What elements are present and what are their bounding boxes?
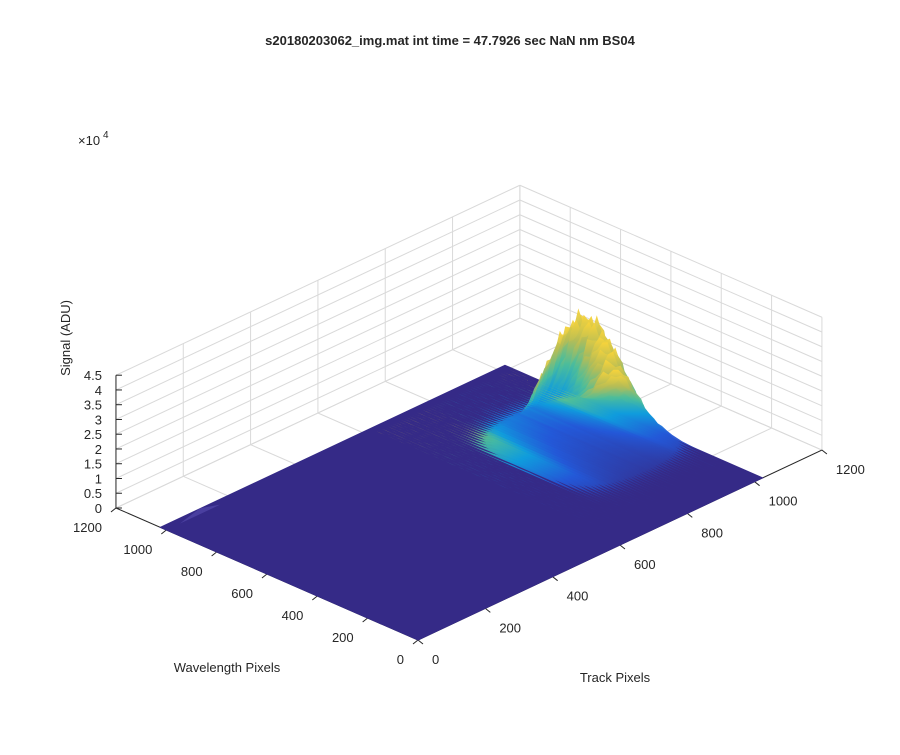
right-wall-grid-h — [519, 184, 823, 318]
right-wall-grid-h — [519, 288, 823, 421]
x-axis-label: Track Pixels — [580, 670, 651, 685]
y-tick-mark — [110, 507, 117, 513]
y-tick-label: 1000 — [123, 542, 152, 557]
surface-peak-slice — [403, 418, 635, 520]
back-wall-grid-h — [115, 317, 521, 509]
back-wall-grid-h — [115, 258, 521, 450]
right-wall-grid-h — [519, 243, 823, 377]
y-axis-label: Wavelength Pixels — [174, 660, 281, 675]
surface-peak-slice — [408, 416, 641, 518]
z-tick-label: 0.5 — [84, 486, 102, 501]
z-exponent-base: ×10 — [78, 133, 100, 148]
surface-peak-slice — [395, 422, 627, 524]
right-wall-grid-h — [519, 214, 823, 348]
right-wall-grid-h — [519, 229, 823, 362]
surface-peak-slice — [381, 428, 614, 530]
back-wall-grid-h — [115, 214, 521, 406]
z-tick-label: 2.5 — [84, 427, 102, 442]
x-tick-mark — [485, 607, 491, 613]
back-wall-grid-h — [115, 184, 521, 376]
x-tick-mark — [754, 481, 760, 487]
x-tick-label: 1200 — [836, 462, 865, 477]
back-wall-grid-h — [115, 288, 521, 479]
surface-peak-slice — [379, 430, 611, 532]
x-tick-label: 400 — [567, 589, 589, 604]
y-tick-mark — [312, 595, 318, 601]
back-wall-grid-h — [115, 243, 521, 435]
surface — [159, 308, 764, 641]
chart-title: s20180203062_img.mat int time = 47.7926 … — [265, 33, 635, 48]
surface-peak-slice — [387, 426, 619, 528]
surface-peak-slice — [416, 412, 649, 514]
back-wall-grid-h — [115, 229, 521, 420]
surface-peak-slice — [392, 423, 625, 525]
surface-peak-slice — [419, 411, 651, 513]
y-tick-mark — [160, 529, 167, 535]
z-tick-label: 1 — [95, 471, 102, 486]
surface-peak-slice — [502, 371, 735, 473]
surface-peak-slice — [376, 431, 608, 533]
z-tick-label: 3 — [95, 412, 102, 427]
z-exponent: ×10 4 — [78, 130, 109, 148]
surface-peak-slice — [422, 409, 654, 511]
z-tick-label: 4.5 — [84, 368, 102, 383]
surface-secondary-bump — [179, 504, 221, 524]
x-tick-mark — [686, 512, 693, 518]
surface-peak-slice — [511, 367, 743, 470]
surface-peak-slice — [508, 369, 740, 471]
y-tick-label: 200 — [332, 630, 354, 645]
z-tick-label: 0 — [95, 501, 102, 516]
surface-peak-slice — [500, 373, 732, 475]
y-tick-label: 600 — [231, 586, 253, 601]
back-wall-grid-h — [115, 273, 521, 465]
z-exponent-power: 4 — [103, 130, 109, 141]
right-wall-grid-h — [519, 273, 823, 407]
x-tick-mark — [417, 639, 424, 645]
surface-peak-slice — [497, 369, 730, 476]
x-tick-label: 1000 — [769, 494, 798, 509]
y-tick-label: 0 — [397, 652, 404, 667]
z-axis-label: Signal (ADU) — [58, 300, 73, 376]
surface-peak-slice — [406, 417, 638, 519]
y-tick-mark — [261, 573, 268, 579]
z-tick-label: 4 — [95, 383, 102, 398]
x-tick-mark — [619, 544, 626, 550]
y-tick-label: 1200 — [73, 520, 102, 535]
x-tick-mark — [552, 576, 558, 582]
y-tick-label: 400 — [282, 608, 304, 623]
z-tick-label: 2 — [95, 442, 102, 457]
back-wall-grid-h — [115, 302, 521, 494]
right-wall-grid-h — [519, 199, 823, 333]
tick-labels: 0200400600800100012000200400600800100012… — [73, 368, 865, 667]
z-tick-label: 1.5 — [84, 457, 102, 472]
right-wall-grid-h — [519, 258, 823, 392]
surface-peak-slice — [411, 414, 643, 516]
x-tick-mark — [821, 449, 828, 455]
y-tick-label: 800 — [181, 564, 203, 579]
y-tick-mark — [412, 639, 419, 645]
surface-peak-slice — [505, 370, 738, 472]
surface-peak-slice — [389, 424, 622, 527]
back-wall-grid-h — [115, 199, 521, 391]
x-tick-label: 800 — [701, 525, 723, 540]
x-tick-label: 600 — [634, 557, 656, 572]
z-tick-label: 3.5 — [84, 398, 102, 413]
y-tick-mark — [362, 617, 368, 623]
surface-peak-slice — [384, 427, 616, 529]
x-tick-label: 0 — [432, 652, 439, 667]
surface-peak-slice — [414, 413, 646, 515]
y-tick-mark — [211, 551, 217, 557]
x-tick-label: 200 — [499, 620, 521, 635]
surface-peak-slice — [397, 421, 630, 523]
right-wall-grid-h — [519, 302, 823, 436]
